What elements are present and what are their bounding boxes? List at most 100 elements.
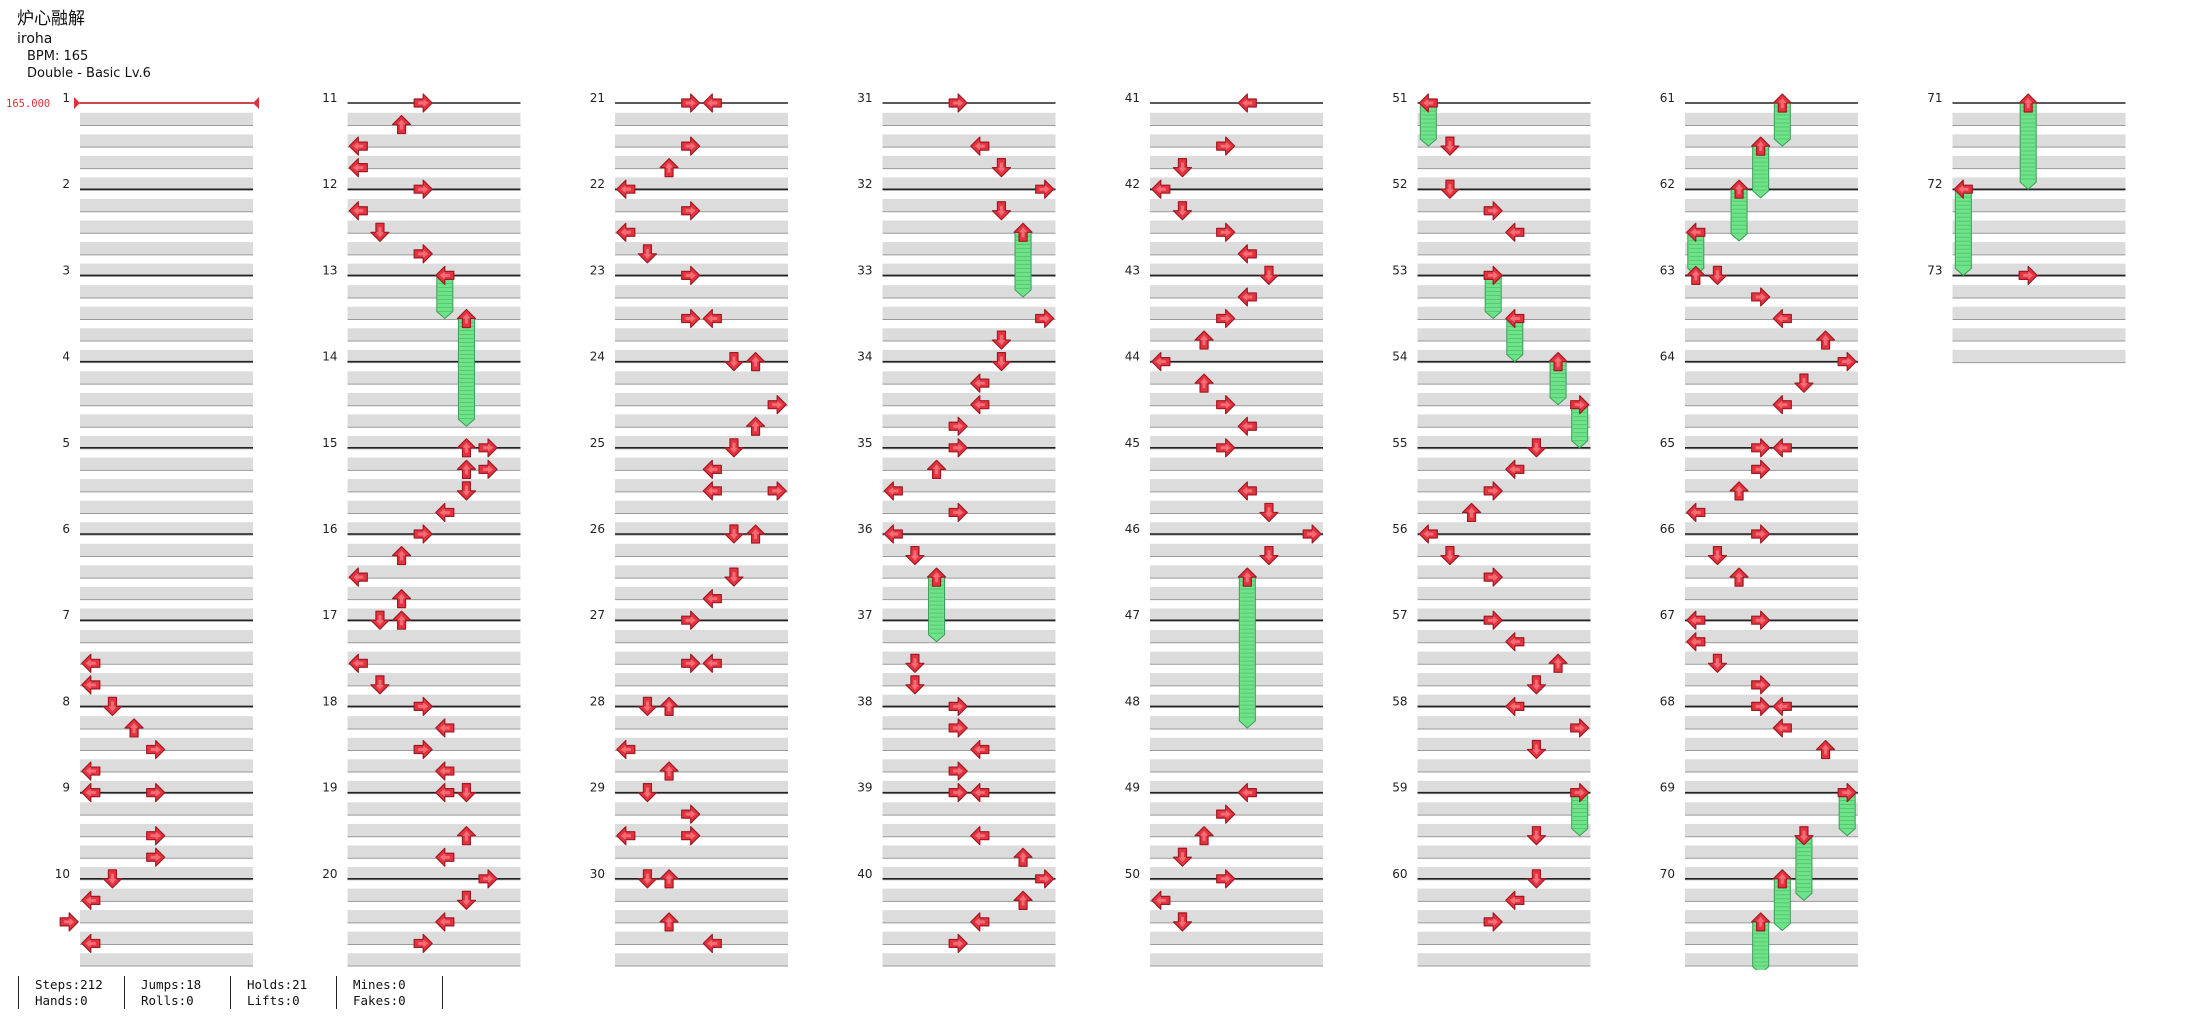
arrow-note [948,761,968,781]
lane-band [347,177,521,191]
lane-band [615,220,788,234]
arrow-note [1729,567,1749,587]
lane-band [882,565,1056,579]
lane-band [1150,112,1323,126]
lane-band [882,953,1056,966]
arrow-note [948,782,968,803]
lane-band [1150,867,1323,880]
arrow-note [146,782,166,803]
measure-number: 65 [1660,436,1675,450]
lane-band [1685,802,1858,816]
hold-note [1506,318,1524,363]
measure-number: 6 [62,522,70,536]
lane-band [615,306,788,320]
arrow-note [1461,502,1482,523]
lane-band [1150,629,1323,643]
arrow-note [616,179,636,199]
lane-band [882,457,1056,471]
measure-number: 16 [322,522,337,536]
arrow-note [702,653,722,673]
arrow-note [391,545,412,566]
lane-band [1417,500,1591,514]
measure-number: 72 [1927,177,1942,191]
arrow-note [970,826,990,846]
arrow-note [1035,869,1055,889]
measure-number: 55 [1392,436,1407,450]
measure-number: 52 [1392,177,1407,191]
measure-number: 59 [1392,781,1407,795]
arrow-note [948,93,968,113]
lane-band [882,888,1056,902]
lane-band [1952,306,2126,320]
lane-band [882,802,1056,816]
lane-band [1150,155,1323,169]
lane-band [347,479,521,492]
lane-band [1150,931,1323,945]
arrow-note [1237,567,1257,587]
lane-band [615,931,788,945]
lane-band [347,694,521,708]
lane-band [615,543,788,557]
lane-band [347,565,521,579]
lane-band [615,371,788,385]
arrow-note [1526,869,1547,889]
stats-col-holds: Holds:21 Lifts:0 [231,976,337,1009]
arrow-note [1505,890,1525,910]
arrow-note [1570,782,1590,803]
lane-band [1417,522,1591,535]
lane-band [347,888,521,902]
lane-band [615,198,788,212]
lane-band [882,479,1056,492]
arrow-note [391,589,412,609]
arrow-note [681,265,701,285]
measure-number: 71 [1927,91,1942,105]
arrow-note [413,179,433,199]
measure-number: 7 [62,608,70,622]
arrow-note [1707,653,1728,673]
lane-band [1150,759,1323,773]
lane-band [1417,802,1591,816]
arrow-note [1815,330,1836,350]
lane-band [882,759,1056,773]
arrow-note [81,653,101,673]
arrow-note [1035,308,1055,329]
arrow-note [616,826,636,846]
lane-band [347,134,521,148]
lane-band [615,802,788,816]
arrow-note [1837,352,1857,372]
lane-band [80,629,253,643]
arrow-note [767,481,787,501]
arrow-note [1172,201,1193,221]
lane-band [347,543,521,557]
lane-band [347,263,521,277]
arrow-note [1570,718,1590,738]
arrow-note [413,244,433,264]
lane-band [347,198,521,212]
lane-band [882,629,1056,643]
arrow-note [948,502,968,523]
measure-number: 50 [1125,867,1140,881]
arrow-note [1237,481,1257,501]
arrow-note [1686,222,1706,242]
lane-band [347,586,521,600]
lane-band [1417,910,1591,923]
arrow-note [1013,890,1033,910]
lane-band [882,392,1056,406]
lane-band [347,802,521,816]
hands-count: Hands:0 [35,993,88,1008]
arrow-note [391,610,412,630]
bpm-marker-left [74,97,80,109]
hold-note [1773,878,1791,932]
measure-number: 51 [1392,91,1407,105]
lane-band [882,845,1056,859]
arrow-note [991,352,1012,372]
lane-band [80,802,253,816]
lane-band [615,629,788,643]
lane-band [1150,586,1323,600]
lane-band [615,867,788,880]
arrow-note [1526,675,1547,695]
measure-number: 60 [1392,867,1407,881]
lane-band [1685,371,1858,385]
lane-band [347,500,521,514]
arrow-note [348,136,368,156]
